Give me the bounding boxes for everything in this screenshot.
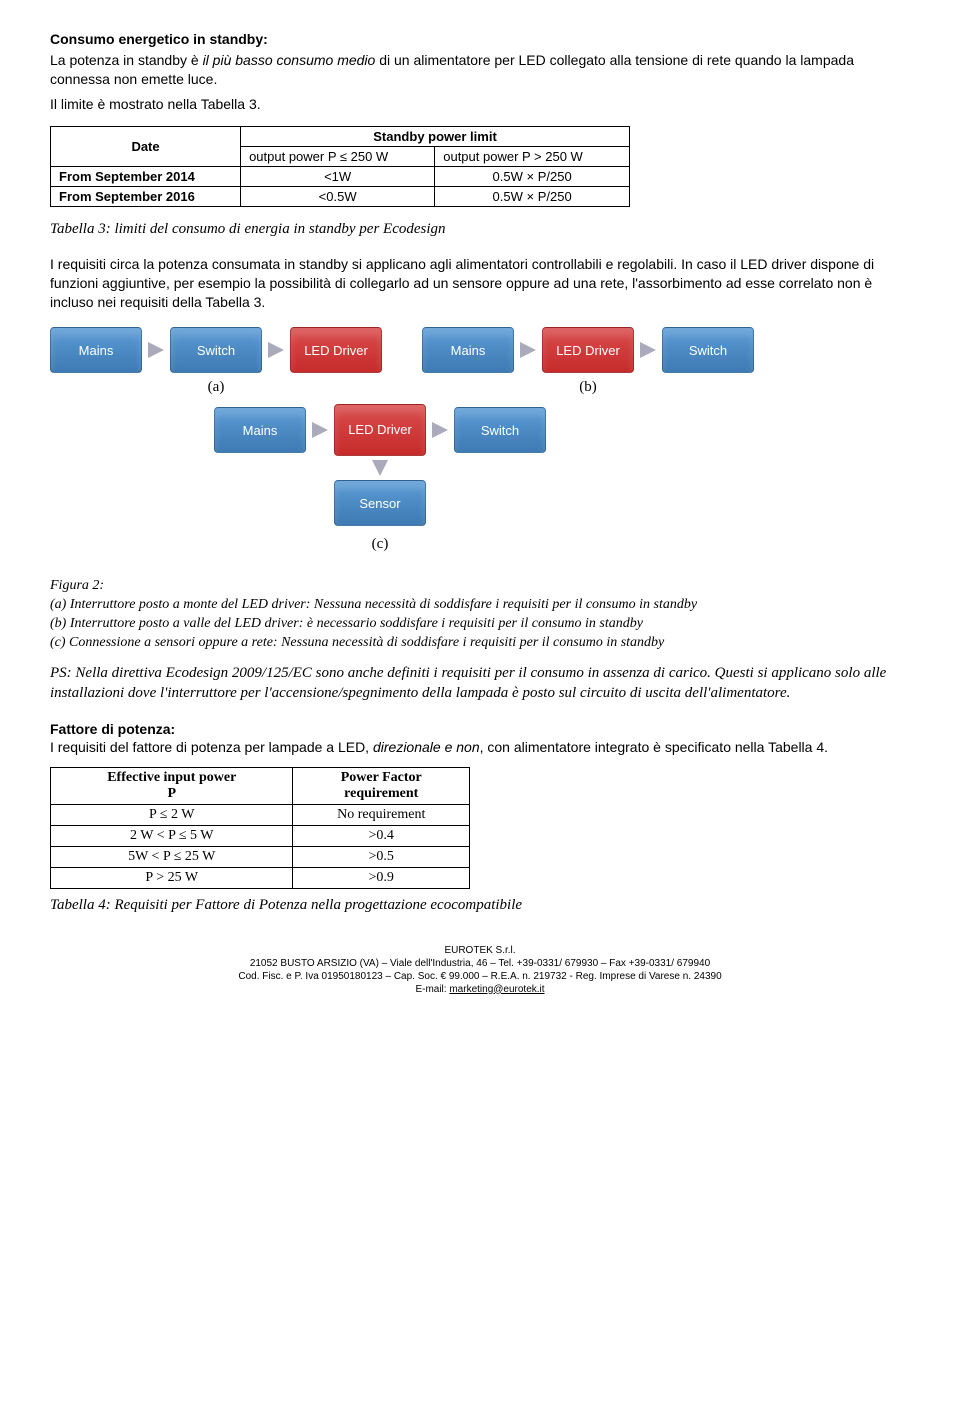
footer-email-prefix: E-mail: bbox=[415, 984, 449, 995]
table-row: P ≤ 2 WNo requirement bbox=[51, 805, 470, 826]
cell: From September 2016 bbox=[51, 186, 241, 206]
diagram-b: Mains LED Driver Switch (b) bbox=[422, 327, 754, 396]
cell: 2 W < P ≤ 5 W bbox=[51, 826, 293, 847]
footer-line-2: 21052 BUSTO ARSIZIO (VA) – Viale dell'In… bbox=[250, 958, 710, 969]
fig2-head: Figura 2: bbox=[50, 578, 104, 593]
figure-2-caption: Figura 2: (a) Interruttore posto a monte… bbox=[50, 577, 910, 653]
cell: 0.5W × P/250 bbox=[435, 166, 630, 186]
cell: P > 25 W bbox=[51, 868, 293, 889]
fig2-line-c: (c) Connessione a sensori oppure a rete:… bbox=[50, 635, 664, 650]
pf-title: Fattore di potenza: bbox=[50, 721, 175, 737]
diagram-c: Mains LED Driver Switch Sensor (c) bbox=[210, 404, 550, 553]
arrow-icon bbox=[520, 342, 536, 358]
table-row: 5W < P ≤ 25 W>0.5 bbox=[51, 847, 470, 868]
cell: From September 2014 bbox=[51, 166, 241, 186]
node-switch: Switch bbox=[170, 327, 262, 373]
table-4: Effective input power P Power Factor req… bbox=[50, 767, 470, 889]
node-mains: Mains bbox=[422, 327, 514, 373]
footer-line-1: EUROTEK S.r.l. bbox=[444, 945, 515, 956]
after-table3-paragraph: I requisiti circa la potenza consumata i… bbox=[50, 255, 910, 312]
text-fragment: La potenza in standby è bbox=[50, 52, 203, 68]
figure-2-diagram: Mains Switch LED Driver (a) Mains LED Dr… bbox=[50, 327, 910, 553]
node-led-driver: LED Driver bbox=[290, 327, 382, 373]
table-4-caption: Tabella 4: Requisiti per Fattore di Pote… bbox=[50, 895, 910, 915]
th-effective: Effective input power P bbox=[51, 768, 293, 805]
text-fragment-italic: il più basso consumo medio bbox=[203, 52, 376, 68]
th-sub1: output power P ≤ 250 W bbox=[241, 146, 435, 166]
node-switch: Switch bbox=[662, 327, 754, 373]
node-led-driver: LED Driver bbox=[334, 404, 426, 456]
th-date: Date bbox=[51, 126, 241, 166]
node-led-driver: LED Driver bbox=[542, 327, 634, 373]
cell: 0.5W × P/250 bbox=[435, 186, 630, 206]
pf-text-italic: direzionale e non bbox=[373, 739, 480, 755]
th-sub2: output power P > 250 W bbox=[435, 146, 630, 166]
diagram-a: Mains Switch LED Driver (a) bbox=[50, 327, 382, 396]
fig2-line-a: (a) Interruttore posto a monte del LED d… bbox=[50, 597, 697, 612]
label: Effective input power bbox=[107, 770, 236, 785]
footer-email-link[interactable]: marketing@eurotek.it bbox=[449, 984, 544, 995]
arrow-icon bbox=[148, 342, 164, 358]
label: Power Factor bbox=[341, 770, 422, 785]
arrow-down-icon bbox=[372, 460, 388, 476]
label: P bbox=[167, 786, 176, 801]
cell: No requirement bbox=[293, 805, 470, 826]
table-3: Date Standby power limit output power P … bbox=[50, 126, 630, 207]
table-3-caption: Tabella 3: limiti del consumo di energia… bbox=[50, 219, 910, 239]
cell: >0.4 bbox=[293, 826, 470, 847]
table-row: P > 25 W>0.9 bbox=[51, 868, 470, 889]
node-switch: Switch bbox=[454, 407, 546, 453]
th-spl: Standby power limit bbox=[241, 126, 630, 146]
pf-text-2: , con alimentatore integrato è specifica… bbox=[480, 739, 828, 755]
cell: <1W bbox=[241, 166, 435, 186]
node-mains: Mains bbox=[214, 407, 306, 453]
standby-title: Consumo energetico in standby: bbox=[50, 30, 910, 49]
standby-paragraph-1: La potenza in standby è il più basso con… bbox=[50, 51, 910, 89]
diagram-a-label: (a) bbox=[208, 379, 225, 396]
diagram-c-label: (c) bbox=[372, 536, 389, 553]
table-row: 2 W < P ≤ 5 W>0.4 bbox=[51, 826, 470, 847]
table-row: From September 2016 <0.5W 0.5W × P/250 bbox=[51, 186, 630, 206]
footer-line-3: Cod. Fisc. e P. Iva 01950180123 – Cap. S… bbox=[238, 971, 721, 982]
fig2-line-b: (b) Interruttore posto a valle del LED d… bbox=[50, 616, 643, 631]
pf-text-1: I requisiti del fattore di potenza per l… bbox=[50, 739, 373, 755]
ps-note: PS: Nella direttiva Ecodesign 2009/125/E… bbox=[50, 663, 910, 704]
page-footer: EUROTEK S.r.l. 21052 BUSTO ARSIZIO (VA) … bbox=[50, 944, 910, 996]
th-req: Power Factor requirement bbox=[293, 768, 470, 805]
arrow-icon bbox=[432, 422, 448, 438]
standby-paragraph-2: Il limite è mostrato nella Tabella 3. bbox=[50, 95, 910, 114]
arrow-icon bbox=[312, 422, 328, 438]
node-mains: Mains bbox=[50, 327, 142, 373]
diagram-b-label: (b) bbox=[579, 379, 597, 396]
arrow-icon bbox=[640, 342, 656, 358]
cell: >0.9 bbox=[293, 868, 470, 889]
table-row: From September 2014 <1W 0.5W × P/250 bbox=[51, 166, 630, 186]
arrow-icon bbox=[268, 342, 284, 358]
label: requirement bbox=[344, 786, 418, 801]
cell: >0.5 bbox=[293, 847, 470, 868]
cell: 5W < P ≤ 25 W bbox=[51, 847, 293, 868]
cell: <0.5W bbox=[241, 186, 435, 206]
node-sensor: Sensor bbox=[334, 480, 426, 526]
cell: P ≤ 2 W bbox=[51, 805, 293, 826]
pf-section: Fattore di potenza: I requisiti del fatt… bbox=[50, 720, 910, 758]
